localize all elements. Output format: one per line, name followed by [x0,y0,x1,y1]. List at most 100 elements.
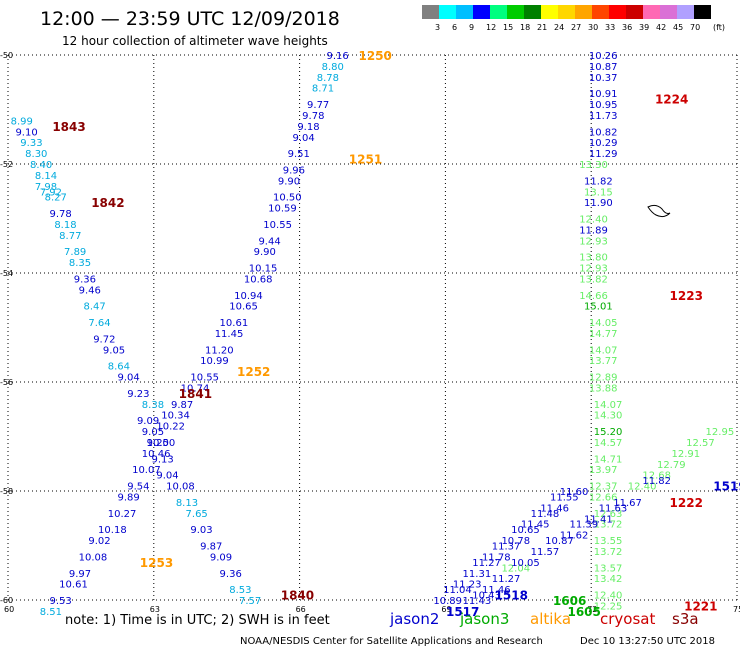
swh-value: 10.46 [142,449,171,460]
swh-value: 8.99 [11,116,33,127]
satellite-legend: jason2 jason3 altika cryosat s3a [389,610,699,628]
pass-label: 1223 [670,289,703,303]
swh-value: 11.55 [550,492,579,503]
scale-label: 15 [503,23,513,32]
island-outline [647,204,671,218]
swh-value: 13.57 [594,563,623,574]
swh-value: 8.30 [25,149,47,160]
swh-value: 9.53 [49,596,71,607]
swh-value: 10.89 [433,596,462,607]
pass-label: 1606 [553,594,586,608]
scale-swatch [592,5,609,19]
swh-value: 9.90 [278,176,300,187]
satellite-legend-item: s3a [672,610,699,628]
swh-value: 10.87 [545,536,574,547]
scale-label: 18 [520,23,530,32]
y-tick-label: -52 [0,160,13,169]
swh-value: 11.45 [521,520,550,531]
swh-value: 10.61 [220,318,249,329]
scale-label: 12 [486,23,496,32]
swh-value: 10.07 [132,465,161,476]
swh-value: 9.02 [88,536,110,547]
swh-value: 14.07 [589,345,618,356]
swh-value: 10.68 [244,274,273,285]
swh-value: 8.18 [54,220,76,231]
swh-value: 11.82 [584,176,613,187]
swh-value: 9.09 [137,416,159,427]
swh-value: 11.43 [463,596,492,607]
swh-value: 10.55 [263,220,292,231]
swh-value: 14.71 [594,454,623,465]
swh-value: 11.48 [531,509,560,520]
swh-value: 13.72 [594,547,623,558]
scale-label: 42 [656,23,666,32]
swh-value: 12.93 [579,264,608,275]
swh-value: 10.78 [501,536,530,547]
swh-value: 13.15 [584,187,613,198]
swh-value: 13.80 [579,253,608,264]
swh-value: 8.38 [142,400,164,411]
scale-swatch [643,5,660,19]
swh-value: 10.61 [59,580,88,591]
swh-value: 10.74 [181,383,210,394]
swh-value: 7.98 [35,182,57,193]
swh-value: 9.13 [152,454,174,465]
satellite-legend-item: altika [530,610,571,628]
scale-swatch [473,5,490,19]
scale-swatch [541,5,558,19]
swh-value: 12.40 [628,482,657,493]
scale-label: 30 [588,23,598,32]
swh-value: 10.29 [589,138,618,149]
swh-value: 9.44 [258,236,280,247]
swh-value: 13.42 [594,574,623,585]
swh-value: 10.95 [589,100,618,111]
swh-value: 8.64 [108,362,130,373]
x-tick-label: 60 [4,605,14,614]
swh-values: 8.999.109.338.308.408.147.987.928.27 9.78… [11,51,735,618]
swh-value: 10.27 [108,509,137,520]
swh-value: 11.20 [205,345,234,356]
swh-value: 9.04 [118,373,140,384]
scale-swatch [558,5,575,19]
pass-label: 1605 [567,605,600,619]
swh-value: 11.60 [560,487,589,498]
y-tick-label: -60 [0,596,13,605]
x-tick-label: 63 [150,605,160,614]
swh-value: 11.29 [589,149,618,160]
swh-value: 11.82 [642,476,671,487]
swh-value: 12.93 [579,236,608,247]
swh-value: 9.36 [220,569,242,580]
swh-value: 14.57 [594,438,623,449]
swh-value: 11.62 [560,531,589,542]
pass-label: 1842 [91,196,124,210]
swh-value: 10.50 [147,438,176,449]
swh-value: 12.95 [706,427,735,438]
swh-value: 12.68 [642,471,671,482]
x-tick-label: 75 [733,605,740,614]
swh-value: 14.05 [589,318,618,329]
swh-value: 9.09 [210,552,232,563]
swh-value: 9.18 [297,122,319,133]
swh-value: 14.07 [594,400,623,411]
pass-label: 1251 [349,153,382,167]
x-tick-label: 69 [441,605,451,614]
note-text: note: 1) Time is in UTC; 2) SWH is in fe… [65,613,330,628]
swh-value: 12.40 [594,591,623,602]
timestamp-text: Dec 10 13:27:50 UTC 2018 [580,636,715,647]
scale-swatch [524,5,541,19]
pass-label: 1841 [179,387,212,401]
swh-value: 11.90 [584,198,613,209]
swh-value: 14.30 [594,411,623,422]
swh-value: 10.91 [589,89,618,100]
color-scale: 3 6 9 12 15 18 21 24 27 30 33 36 39 42 45 70 [422,5,711,32]
swh-value: 12.63 [594,509,623,520]
swh-value: 12.40 [579,215,608,226]
swh-value: 9.20 [147,438,169,449]
pass-label: 1840 [281,589,314,603]
y-axis-ticks: -50 -52 -54 -56 -58 -60 [0,51,13,605]
color-scale-unit: (ft) [713,23,725,32]
swh-value: 10.65 [229,302,258,313]
swh-value: 11.63 [599,503,628,514]
swh-value: 10.59 [268,204,297,215]
